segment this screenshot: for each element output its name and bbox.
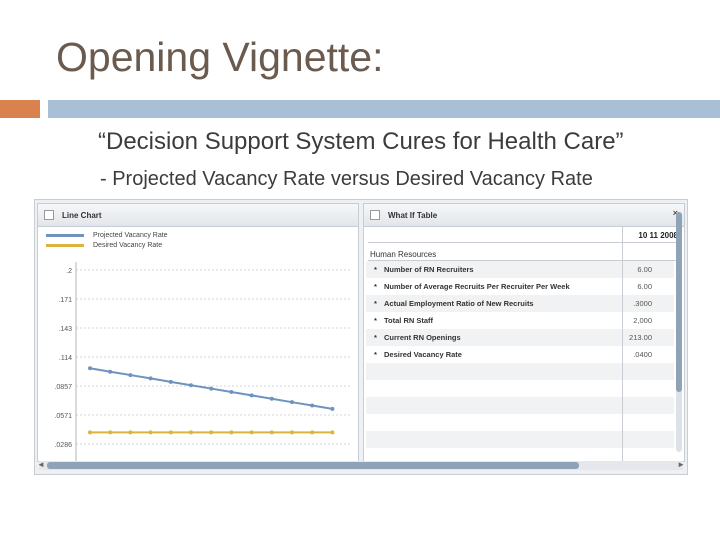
scroll-right-icon[interactable]: ►: [677, 460, 685, 469]
row-label: Current RN Openings: [384, 333, 461, 342]
data-point[interactable]: [108, 369, 113, 374]
section-label: Human Resources: [370, 250, 437, 259]
data-point[interactable]: [290, 430, 294, 435]
y-tick-label: .2: [66, 268, 72, 275]
y-tick-label: .143: [58, 326, 72, 333]
data-point[interactable]: [290, 400, 294, 405]
column-divider: [622, 226, 623, 461]
empty-row: [366, 380, 674, 397]
row-value[interactable]: .0400: [633, 350, 652, 359]
accent-block: [0, 100, 40, 118]
line-chart-panel: Line Chart Projected Vacancy Rate Desire…: [37, 203, 359, 462]
vertical-scrollbar[interactable]: [676, 212, 682, 452]
data-point[interactable]: [209, 386, 214, 391]
bullet-icon: *: [374, 265, 377, 274]
y-tick-label: .114: [59, 355, 72, 362]
data-point[interactable]: [209, 430, 214, 435]
row-label: Number of RN Recruiters: [384, 265, 474, 274]
row-label: Desired Vacancy Rate: [384, 350, 462, 359]
table-row[interactable]: * Number of RN Recruiters 6.00: [366, 261, 674, 278]
bullet-icon: *: [374, 316, 377, 325]
scrollbar-thumb[interactable]: [47, 462, 579, 469]
data-point[interactable]: [229, 390, 234, 395]
bullet-icon: *: [374, 350, 377, 359]
data-point[interactable]: [249, 393, 254, 398]
divider: [368, 260, 680, 261]
bullet-icon: *: [374, 299, 377, 308]
row-label: Number of Average Recruits Per Recruiter…: [384, 282, 570, 291]
y-tick-label: .0286: [54, 442, 72, 449]
legend-item-desired: Desired Vacancy Rate: [46, 242, 162, 249]
y-tick-label: .0571: [54, 413, 72, 420]
data-point[interactable]: [168, 379, 173, 384]
close-icon[interactable]: ×: [673, 208, 678, 218]
what-if-header: What If Table ×: [364, 204, 684, 227]
row-value[interactable]: 6.00: [637, 282, 652, 291]
data-point[interactable]: [249, 430, 254, 435]
slide-title: Opening Vignette:: [56, 34, 384, 80]
data-point[interactable]: [189, 430, 193, 435]
empty-row: [366, 414, 674, 431]
data-point[interactable]: [108, 430, 113, 435]
y-tick-label: .0857: [54, 384, 72, 391]
data-point[interactable]: [229, 430, 234, 435]
empty-row: [366, 363, 674, 380]
divider: [368, 242, 680, 243]
data-point[interactable]: [330, 430, 335, 435]
data-point[interactable]: [128, 430, 133, 435]
line-chart-title: Line Chart: [62, 211, 102, 220]
data-point[interactable]: [88, 430, 92, 435]
table-row[interactable]: * Desired Vacancy Rate .0400: [366, 346, 674, 363]
panel-checkbox[interactable]: [370, 210, 380, 220]
bullet-icon: *: [374, 282, 377, 291]
legend-item-projected: Projected Vacancy Rate: [46, 232, 168, 239]
accent-bar: [48, 100, 720, 118]
row-value[interactable]: .3000: [633, 299, 652, 308]
legend-label-desired: Desired Vacancy Rate: [93, 242, 163, 249]
vignette-subtitle: - Projected Vacancy Rate versus Desired …: [100, 168, 593, 190]
line-chart-header: Line Chart: [38, 204, 358, 227]
table-row[interactable]: * Total RN Staff 2,000: [366, 312, 674, 329]
date-column-header: 10 11 2008: [638, 231, 678, 240]
scroll-left-icon[interactable]: ◄: [37, 460, 45, 469]
data-point[interactable]: [148, 430, 153, 435]
what-if-panel: What If Table × 10 11 2008 Human Resourc…: [363, 203, 685, 462]
vignette-title: “Decision Support System Cures for Healt…: [98, 128, 624, 155]
legend-swatch-projected: [46, 233, 84, 237]
row-label: Actual Employment Ratio of New Recruits: [384, 299, 534, 308]
data-point[interactable]: [88, 366, 92, 371]
data-point[interactable]: [269, 396, 274, 401]
dss-app-window: Line Chart Projected Vacancy Rate Desire…: [34, 199, 688, 475]
row-value[interactable]: 213.00: [629, 333, 652, 342]
table-row[interactable]: * Actual Employment Ratio of New Recruit…: [366, 295, 674, 312]
data-point[interactable]: [128, 373, 133, 378]
legend-swatch-desired: [46, 243, 84, 247]
row-value[interactable]: 6.00: [637, 265, 652, 274]
empty-row: [366, 397, 674, 414]
empty-row: [366, 431, 674, 448]
row-value[interactable]: 2,000: [633, 316, 652, 325]
line-chart-plot: .2 .171 .143 .114 .0857 .0571 .0286: [54, 262, 350, 461]
data-point[interactable]: [330, 406, 335, 411]
data-point[interactable]: [310, 403, 315, 408]
table-row[interactable]: * Number of Average Recruits Per Recruit…: [366, 278, 674, 295]
data-point[interactable]: [269, 430, 274, 435]
scrollbar-thumb[interactable]: [676, 212, 682, 392]
legend-label-projected: Projected Vacancy Rate: [93, 232, 168, 239]
data-point[interactable]: [148, 376, 153, 381]
data-point[interactable]: [168, 430, 173, 435]
table-row[interactable]: * Current RN Openings 213.00: [366, 329, 674, 346]
row-label: Total RN Staff: [384, 316, 434, 325]
panel-checkbox[interactable]: [44, 210, 54, 220]
y-tick-label: .171: [58, 297, 72, 304]
horizontal-scrollbar[interactable]: ◄ ►: [37, 460, 685, 470]
what-if-title: What If Table: [388, 211, 438, 220]
data-point[interactable]: [189, 383, 193, 388]
bullet-icon: *: [374, 333, 377, 342]
data-point[interactable]: [310, 430, 315, 435]
